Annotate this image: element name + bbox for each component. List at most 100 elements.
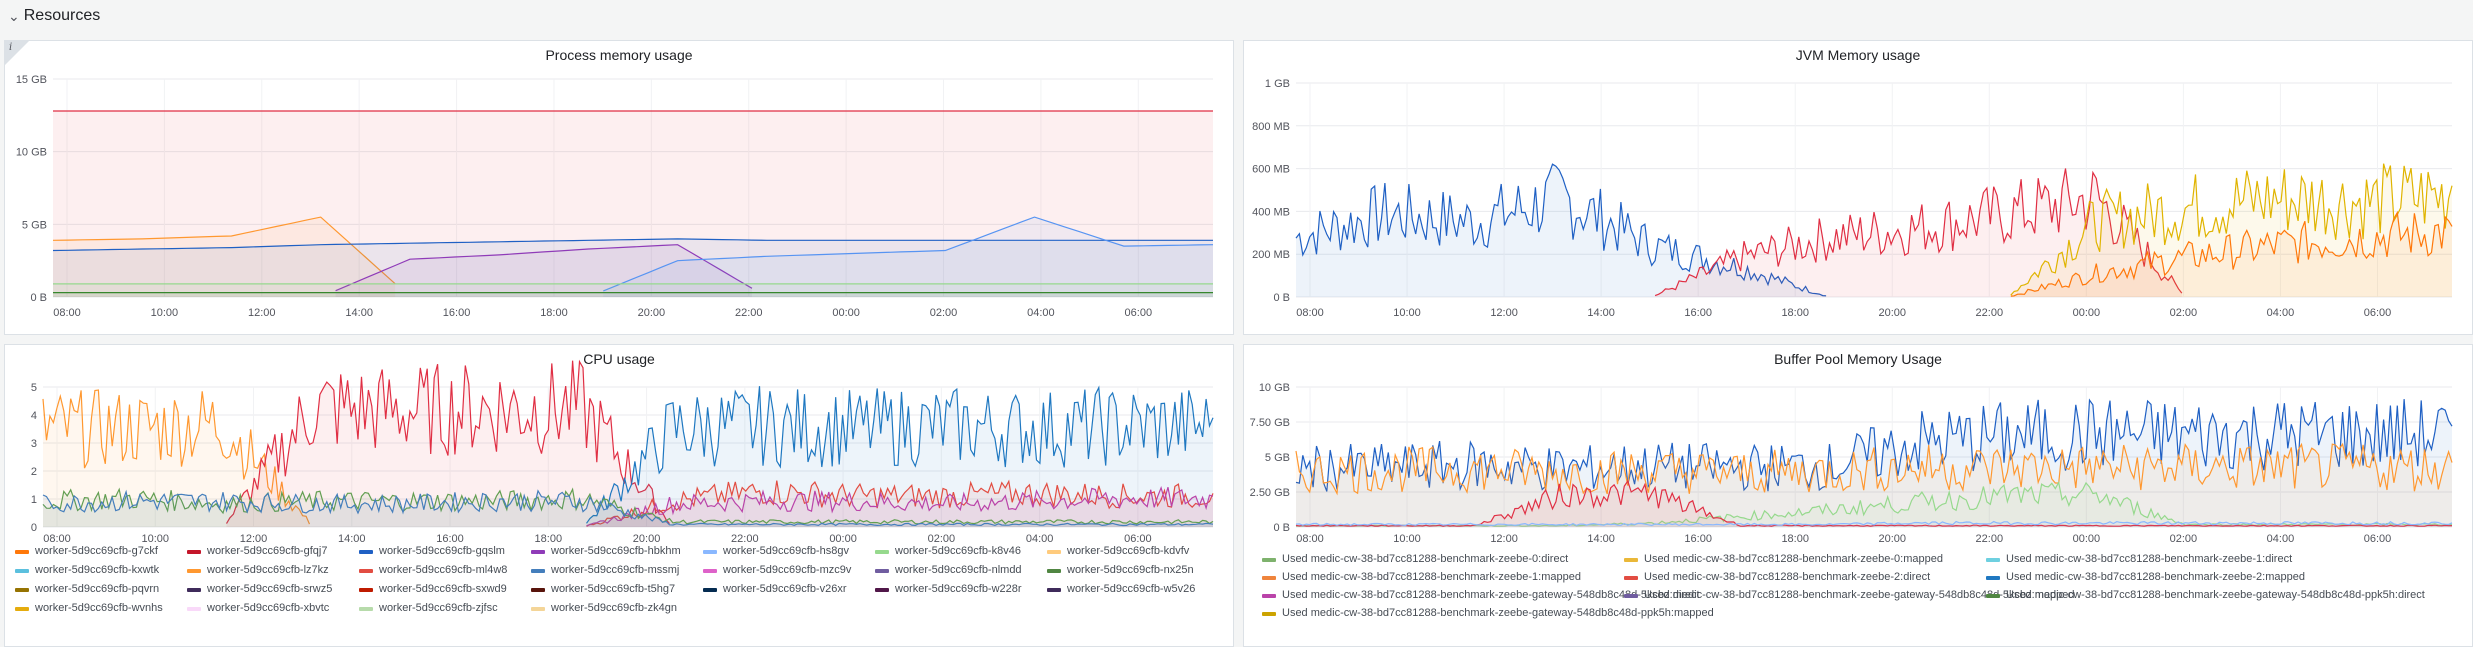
panel-jvm-memory[interactable]: JVM Memory usage 0 B 200 MB 400 MB 600 MB 80… [1243, 40, 2473, 335]
info-corner[interactable] [5, 41, 29, 65]
series-line[interactable] [335, 244, 753, 292]
legend-swatch [531, 549, 545, 554]
legend-item[interactable]: worker-5d9cc69cfb-nlmdd [875, 562, 1022, 579]
legend-item[interactable]: worker-5d9cc69cfb-zk4gn [531, 600, 677, 617]
legend-item[interactable]: worker-5d9cc69cfb-lz7kz [187, 562, 329, 579]
panel-buffer-pool[interactable]: Buffer Pool Memory Usage 0 B 2.50 GB 5 GB 7… [1243, 344, 2473, 647]
panel-cpu-usage[interactable]: CPU usage 0 1 2 3 4 5 08:00 10:00 12:00 14:00 16:0… [4, 344, 1234, 647]
y-tick-label: 1 GB [1265, 78, 1290, 90]
legend-item[interactable]: worker-5d9cc69cfb-k8v46 [875, 543, 1021, 560]
legend-item[interactable]: Used medic-cw-38-bd7cc81288-benchmark-ze… [1262, 605, 1714, 622]
y-tick-label: 1 [31, 494, 37, 506]
cpu-usage-chart[interactable]: 0 1 2 3 4 5 08:00 10:00 12:00 14:00 16:00 18:00 20:0… [5, 345, 1234, 545]
series-line[interactable] [42, 487, 1214, 525]
panel-title[interactable]: Process memory usage [545, 47, 693, 63]
x-tick-label: 16:00 [443, 307, 471, 319]
series-line[interactable] [1295, 398, 2453, 492]
panel-process-memory[interactable]: i Process memory usage 0 B 5 GB 10 GB 15 GB… [4, 40, 1234, 335]
legend-item[interactable]: worker-5d9cc69cfb-xbvtc [187, 600, 329, 617]
series-area [53, 292, 1213, 297]
series-line[interactable] [52, 238, 1213, 252]
legend-item[interactable]: worker-5d9cc69cfb-hs8gv [703, 543, 849, 560]
legend-item[interactable]: worker-5d9cc69cfb-gfqj7 [187, 543, 327, 560]
info-icon[interactable]: i [9, 42, 13, 53]
series-line[interactable] [586, 479, 1214, 527]
legend-swatch [15, 587, 29, 592]
buffer-pool-chart[interactable]: 0 B 2.50 GB 5 GB 7.50 GB 10 GB 08:00 10:00 12:0… [1244, 345, 2473, 545]
legend-label: worker-5d9cc69cfb-pqvrn [35, 583, 160, 595]
legend-swatch [531, 568, 545, 573]
panel-title[interactable]: JVM Memory usage [1795, 47, 1921, 63]
legend-item[interactable]: worker-5d9cc69cfb-mzc9v [703, 562, 851, 579]
series-line[interactable] [603, 216, 1214, 292]
series-line[interactable] [42, 489, 1214, 527]
chevron-down-icon[interactable]: ⌄ [8, 7, 20, 24]
y-tick-label: 0 [31, 522, 37, 534]
legend-label: Used medic-cw-38-bd7cc81288-benchmark-ze… [2006, 589, 2425, 601]
series-line[interactable] [225, 359, 670, 525]
legend-item[interactable]: Used medic-cw-38-bd7cc81288-benchmark-ze… [1986, 569, 2305, 586]
legend-item[interactable]: worker-5d9cc69cfb-w5v26 [1047, 581, 1195, 598]
series-line[interactable] [2010, 210, 2453, 297]
legend-item[interactable]: worker-5d9cc69cfb-gqslm [359, 543, 505, 560]
legend-swatch [703, 587, 717, 592]
legend-item[interactable]: worker-5d9cc69cfb-wvnhs [15, 600, 163, 617]
legend-item[interactable]: worker-5d9cc69cfb-kdvfv [1047, 543, 1189, 560]
legend-label: worker-5d9cc69cfb-zjfsc [379, 602, 498, 614]
legend-item[interactable]: Used medic-cw-38-bd7cc81288-benchmark-ze… [1262, 569, 1581, 586]
legend-label: worker-5d9cc69cfb-nx25n [1067, 564, 1194, 576]
legend-item[interactable]: worker-5d9cc69cfb-hbkhm [531, 543, 681, 560]
panel-title[interactable]: Buffer Pool Memory Usage [1774, 351, 1942, 367]
jvm-memory-chart[interactable]: 0 B 200 MB 400 MB 600 MB 800 MB 1 GB 08:00 10:0… [1244, 41, 2473, 335]
series-line[interactable] [52, 216, 396, 285]
legend-label: worker-5d9cc69cfb-mzc9v [723, 564, 852, 576]
series-line[interactable] [1295, 163, 1827, 297]
panel-title[interactable]: CPU usage [583, 351, 655, 367]
x-tick-label: 14:00 [1587, 307, 1615, 319]
legend-item[interactable]: Used medic-cw-38-bd7cc81288-benchmark-ze… [1986, 587, 2425, 604]
legend-item[interactable]: worker-5d9cc69cfb-w228r [875, 581, 1022, 598]
series-line[interactable] [1295, 520, 2453, 527]
x-tick-label: 10:00 [1393, 307, 1421, 319]
legend-swatch [15, 568, 29, 573]
legend-item[interactable]: Used medic-cw-38-bd7cc81288-benchmark-ze… [1624, 569, 1930, 586]
x-tick-label: 18:00 [1781, 533, 1809, 545]
legend-item[interactable]: worker-5d9cc69cfb-kxwtk [15, 562, 159, 579]
legend-item[interactable]: worker-5d9cc69cfb-mssmj [531, 562, 679, 579]
legend-item[interactable]: worker-5d9cc69cfb-t5hg7 [531, 581, 675, 598]
series-line[interactable] [1654, 168, 2183, 297]
x-tick-label: 06:00 [2364, 307, 2392, 319]
legend-item[interactable]: worker-5d9cc69cfb-srwz5 [187, 581, 332, 598]
row-header-resources[interactable]: ⌄ Resources [0, 0, 2473, 32]
legend-swatch [1986, 593, 2000, 598]
legend-item[interactable]: worker-5d9cc69cfb-g7ckf [15, 543, 158, 560]
legend-label: worker-5d9cc69cfb-gfqj7 [207, 545, 328, 557]
legend-item[interactable]: Used medic-cw-38-bd7cc81288-benchmark-ze… [1624, 551, 1943, 568]
series-line[interactable] [586, 485, 1214, 527]
legend-item[interactable]: worker-5d9cc69cfb-v26xr [703, 581, 847, 598]
x-tick-label: 16:00 [1684, 307, 1712, 319]
legend-item[interactable]: Used medic-cw-38-bd7cc81288-benchmark-ze… [1262, 587, 1700, 604]
process-memory-chart[interactable]: 0 B 5 GB 10 GB 15 GB 08:00 10:00 12:00 14:00 16:… [5, 41, 1234, 335]
legend-label: worker-5d9cc69cfb-xbvtc [207, 602, 330, 614]
legend-item[interactable]: Used medic-cw-38-bd7cc81288-benchmark-ze… [1262, 551, 1568, 568]
row-title: Resources [23, 7, 101, 24]
legend-label: worker-5d9cc69cfb-kdvfv [1067, 545, 1190, 557]
series-line[interactable] [586, 385, 1214, 524]
legend-item[interactable]: Used medic-cw-38-bd7cc81288-benchmark-ze… [1624, 587, 2074, 604]
legend-item[interactable]: worker-5d9cc69cfb-sxwd9 [359, 581, 507, 598]
y-tick-label: 4 [31, 410, 37, 422]
x-tick-label: 10:00 [151, 307, 179, 319]
legend-item[interactable]: worker-5d9cc69cfb-nx25n [1047, 562, 1194, 579]
legend-item[interactable]: worker-5d9cc69cfb-ml4w8 [359, 562, 507, 579]
series-line[interactable] [1295, 442, 2453, 496]
legend-item[interactable]: worker-5d9cc69cfb-zjfsc [359, 600, 498, 617]
legend-swatch [1262, 557, 1276, 562]
legend-swatch [187, 606, 201, 611]
legend-item[interactable]: worker-5d9cc69cfb-pqvrn [15, 581, 159, 598]
x-tick-label: 22:00 [731, 533, 759, 545]
legend-item[interactable]: Used medic-cw-38-bd7cc81288-benchmark-ze… [1986, 551, 2292, 568]
x-tick-label: 14:00 [345, 307, 373, 319]
x-tick-label: 04:00 [2267, 307, 2295, 319]
series-line[interactable] [2010, 163, 2453, 296]
